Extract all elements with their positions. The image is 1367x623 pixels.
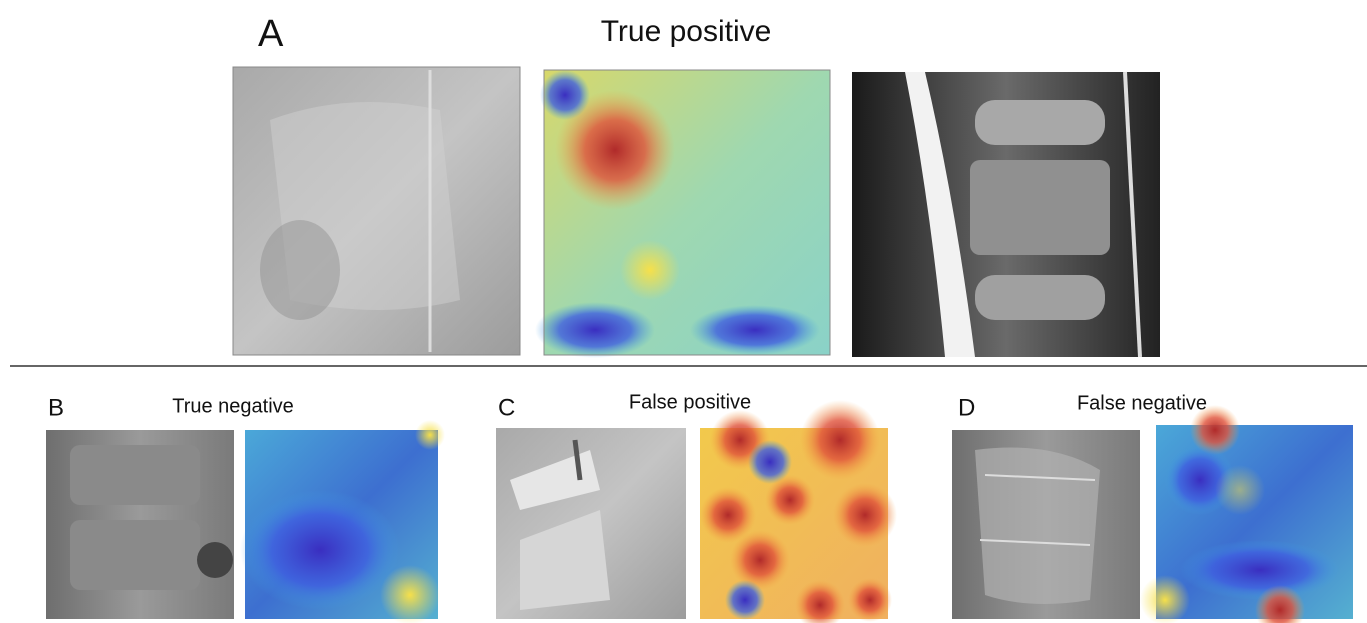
heatmap-image [700, 400, 897, 623]
panel-title: False positive [629, 391, 751, 413]
panel-letter: B [48, 394, 64, 421]
panel-title: True positive [601, 15, 772, 48]
panel-letter: A [258, 13, 284, 55]
xray-image [952, 430, 1140, 619]
panel-title: False negative [1077, 392, 1207, 414]
panel-letter: C [498, 394, 515, 421]
xray-image [496, 428, 686, 619]
panel-letter: D [958, 394, 975, 421]
figure: A True positive B True negative [0, 0, 1367, 623]
xray-image [233, 67, 520, 355]
heatmap-image [535, 70, 830, 358]
figure-canvas: A True positive B True negative [0, 0, 1367, 623]
mri-image [852, 72, 1160, 357]
heatmap-image [240, 420, 445, 623]
panel-title: True negative [172, 395, 294, 417]
xray-image [46, 430, 234, 619]
heatmap-image [1140, 405, 1353, 623]
